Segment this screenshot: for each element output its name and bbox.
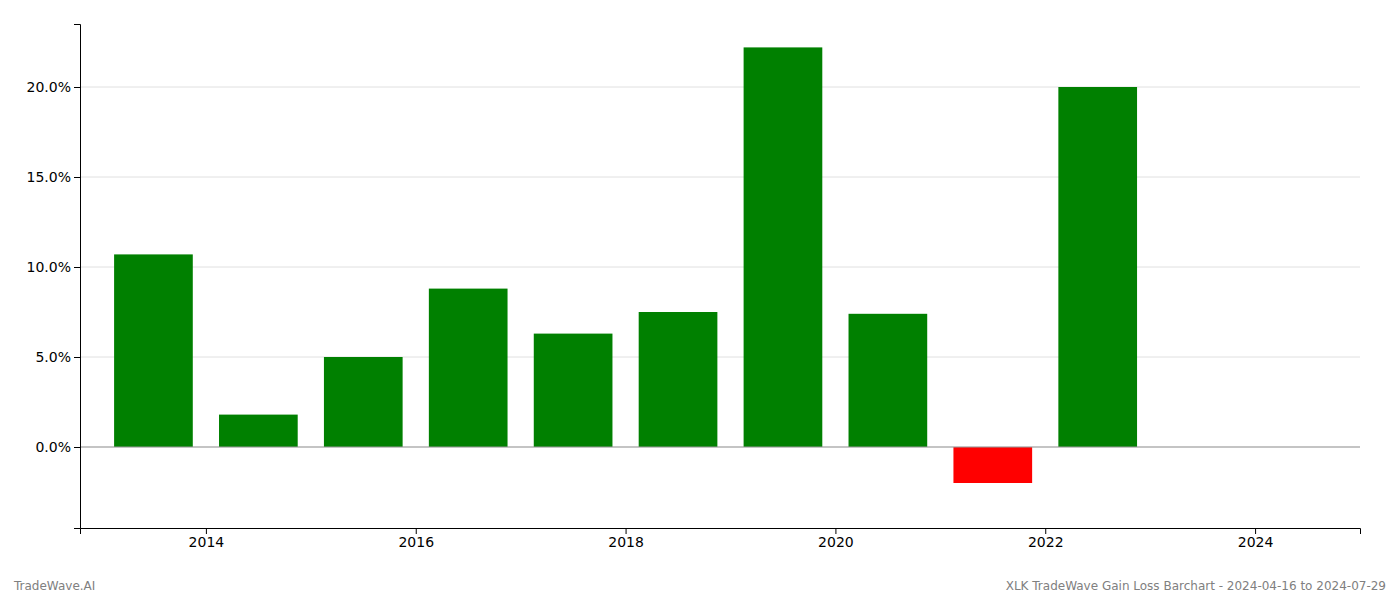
grid-line: [80, 87, 1360, 88]
bar: [429, 289, 508, 447]
x-tick: 2014: [189, 528, 225, 550]
x-tick: 2020: [818, 528, 854, 550]
y-tick-mark: [74, 87, 80, 88]
bar: [744, 47, 823, 447]
x-tick: 2024: [1238, 528, 1274, 550]
y-tick-mark: [74, 447, 80, 448]
y-tick-mark: [74, 357, 80, 358]
grid-line: [80, 447, 1360, 448]
bar: [849, 314, 928, 447]
y-tick: 0.0%: [35, 439, 80, 455]
x-axis-line: [81, 529, 1361, 535]
bar: [534, 334, 613, 447]
y-tick-label: 10.0%: [27, 259, 71, 275]
plot-area: 0.0%5.0%10.0%15.0%20.0%20142016201820202…: [27, 25, 1361, 550]
x-tick-label: 2024: [1238, 534, 1274, 550]
y-tick-label: 5.0%: [35, 349, 71, 365]
x-tick-label: 2014: [189, 534, 225, 550]
chart-svg: 0.0%5.0%10.0%15.0%20.0%20142016201820202…: [0, 0, 1400, 600]
y-tick-label: 15.0%: [27, 169, 71, 185]
bar: [324, 357, 403, 447]
y-axis: 0.0% 5.0% 10.0% 15.0% 20.0%: [27, 25, 81, 529]
x-tick-label: 2020: [818, 534, 854, 550]
footer-text: XLK TradeWave Gain Loss Barchart - 2024-…: [1006, 579, 1386, 593]
y-tick: 5.0%: [35, 349, 80, 365]
x-tick-label: 2016: [398, 534, 434, 550]
grid: [80, 87, 1360, 447]
x-tick-label: 2018: [608, 534, 644, 550]
bar: [953, 447, 1032, 483]
y-tick-mark: [74, 267, 80, 268]
y-tick-label: 20.0%: [27, 79, 71, 95]
x-axis: 2014 2016 2018 2020 2022 2024: [81, 528, 1361, 550]
bar: [219, 415, 298, 447]
bars: [114, 47, 1137, 483]
x-tick: 2016: [398, 528, 434, 550]
y-tick-mark: [74, 177, 80, 178]
grid-line: [80, 267, 1360, 268]
footer-text: TradeWave.AI: [13, 579, 95, 593]
y-axis-line: [74, 25, 81, 529]
grid-line: [80, 177, 1360, 178]
y-tick-label: 0.0%: [35, 439, 71, 455]
bar: [114, 254, 193, 447]
x-tick: 2018: [608, 528, 644, 550]
y-tick: 10.0%: [27, 259, 80, 275]
grid-line: [80, 357, 1360, 358]
bar: [1058, 87, 1137, 447]
bar: [639, 312, 718, 447]
zero-line: [80, 447, 1360, 448]
x-tick: 2022: [1028, 528, 1064, 550]
x-tick-label: 2022: [1028, 534, 1064, 550]
y-tick: 15.0%: [27, 169, 80, 185]
y-tick: 20.0%: [27, 79, 80, 95]
